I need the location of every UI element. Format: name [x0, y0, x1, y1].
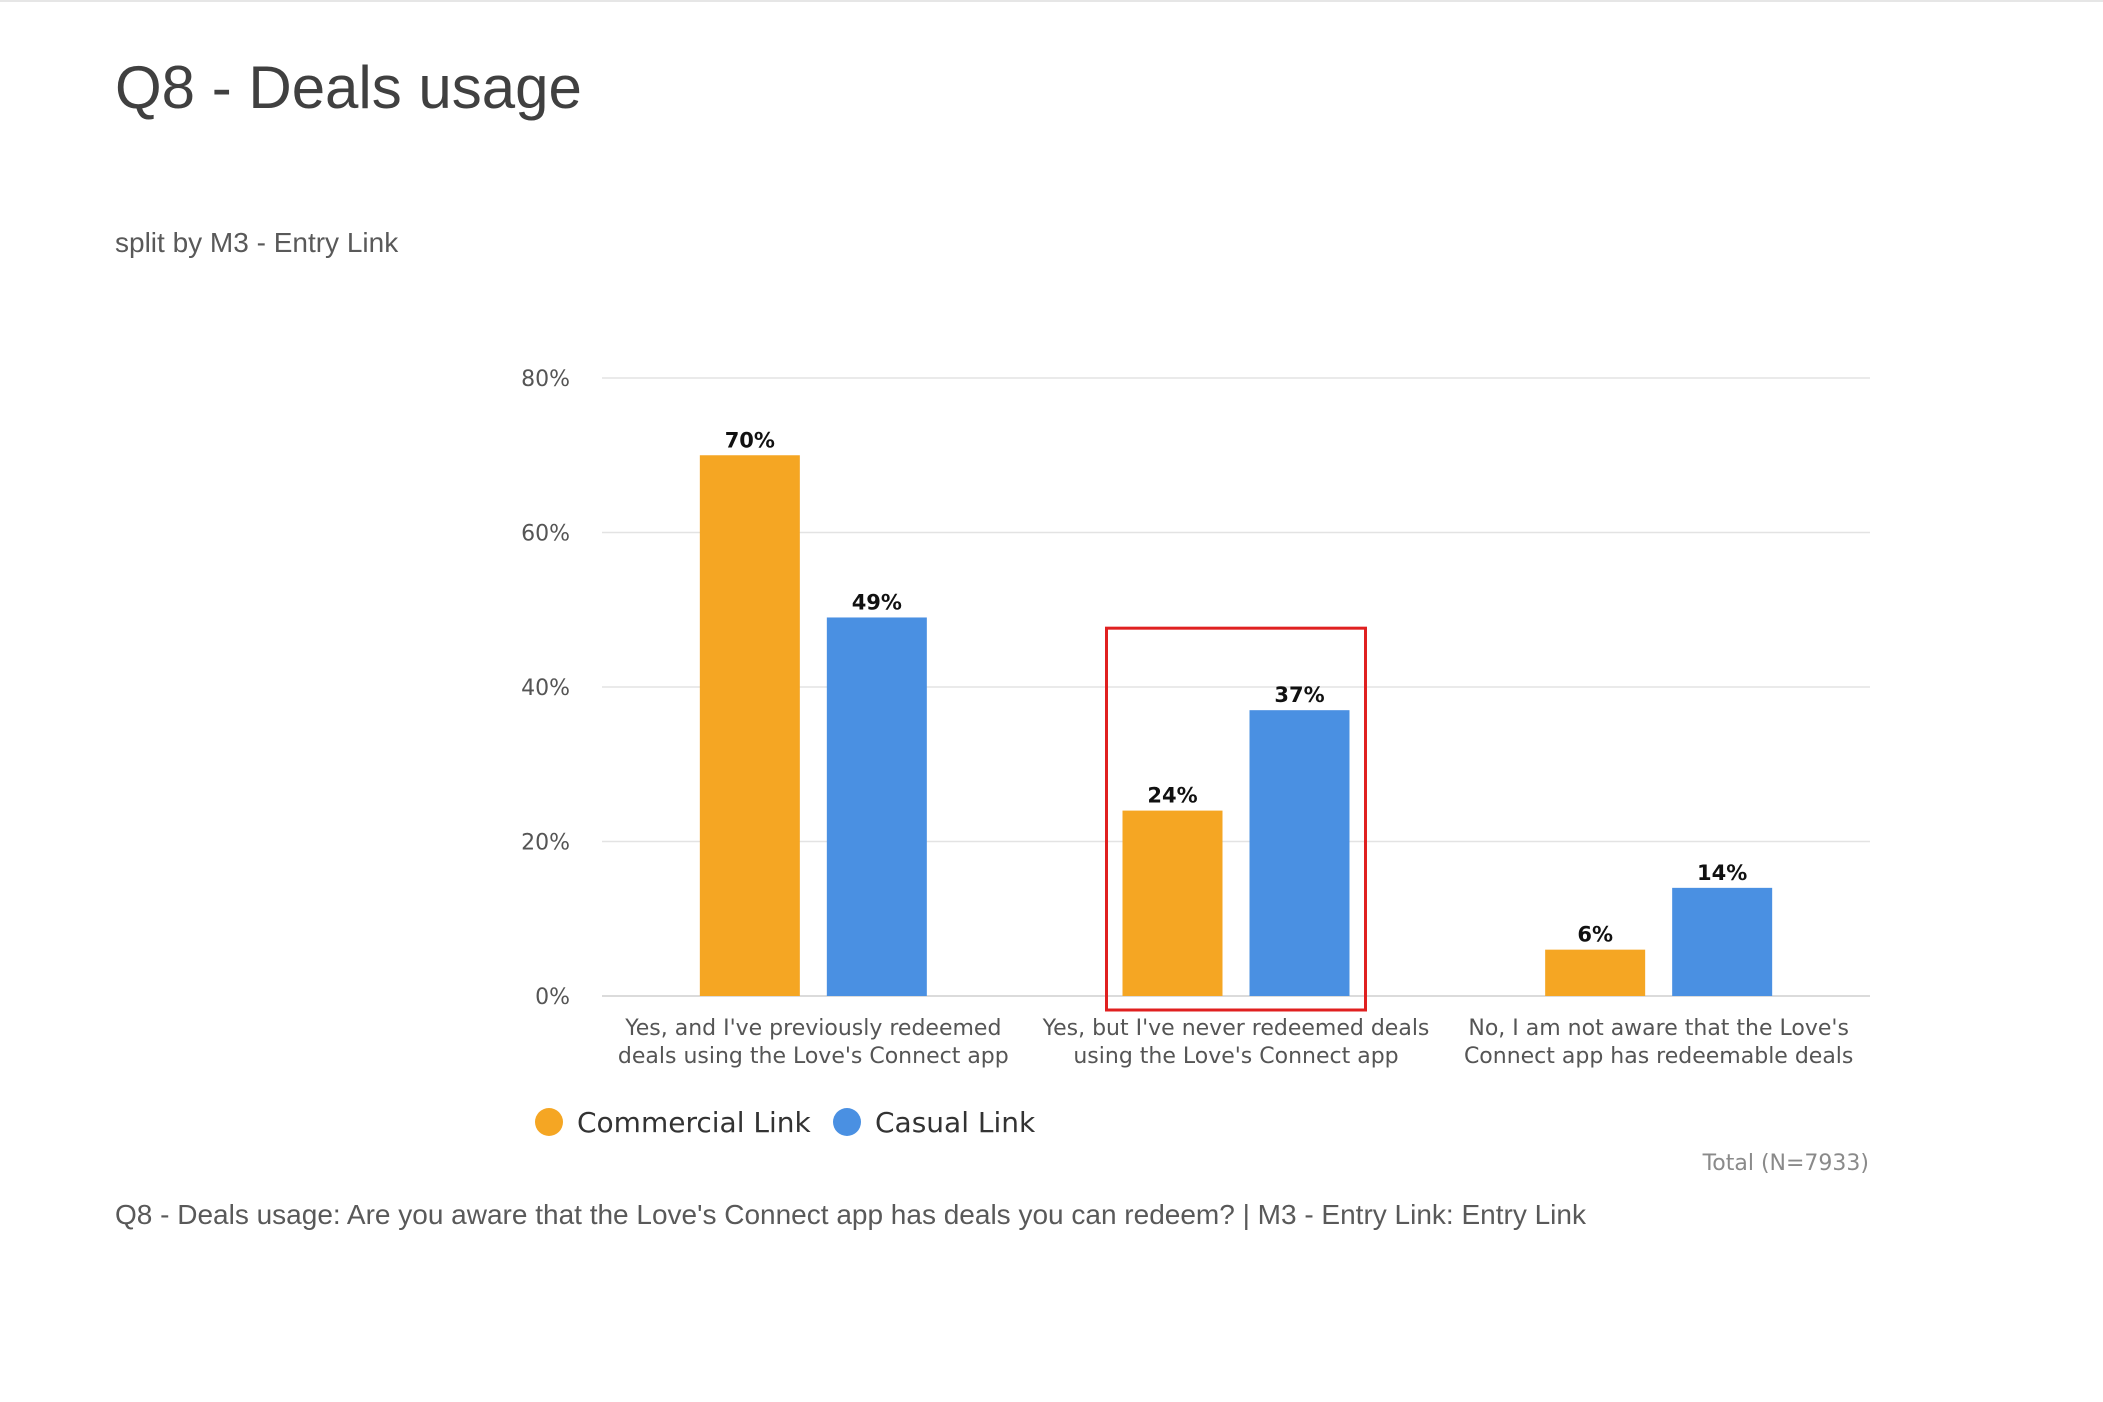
- bar: [1249, 710, 1350, 996]
- bar-value-label: 37%: [1274, 683, 1324, 707]
- bar-value-label: 24%: [1147, 784, 1197, 808]
- y-axis-ticks: 0% 20% 40% 60% 80%: [521, 367, 570, 1010]
- x-category-label: Yes, and I've previously redeemed: [624, 1016, 1001, 1041]
- y-tick-label: 80%: [521, 367, 570, 392]
- legend-label: Commercial Link: [577, 1106, 811, 1139]
- x-category-label: No, I am not aware that the Love's: [1468, 1016, 1849, 1041]
- x-category-label: deals using the Love's Connect app: [618, 1044, 1009, 1069]
- legend: Commercial Link Casual Link: [535, 1106, 1036, 1139]
- gridlines: [602, 377, 1870, 997]
- legend-swatch: [833, 1108, 861, 1136]
- y-tick-label: 60%: [521, 522, 570, 547]
- legend-item: Commercial Link: [535, 1106, 811, 1139]
- bar: [826, 617, 927, 996]
- legend-item: Casual Link: [833, 1106, 1036, 1139]
- y-tick-label: 40%: [521, 676, 570, 701]
- bar-value-label: 49%: [852, 590, 902, 614]
- legend-swatch: [535, 1108, 563, 1136]
- bar-value-label: 70%: [725, 428, 775, 452]
- top-divider: [0, 0, 2103, 2]
- page-title: Q8 - Deals usage: [115, 54, 582, 121]
- bars: [699, 455, 1773, 996]
- bar-value-label: 14%: [1697, 861, 1747, 885]
- highlight-box: [1105, 626, 1367, 1012]
- y-tick-label: 20%: [521, 831, 570, 856]
- y-tick-label: 0%: [535, 985, 570, 1010]
- x-axis-labels: Yes, and I've previously redeemed deals u…: [618, 1016, 1853, 1069]
- bar-value-label: 6%: [1577, 923, 1613, 947]
- total-sample-label: Total (N=7933): [1702, 1151, 1869, 1176]
- legend-label: Casual Link: [875, 1106, 1036, 1139]
- bar: [699, 455, 800, 996]
- highlight-layer: [1105, 626, 1367, 1012]
- data-labels: 70% 49% 24% 37% 6% 14%: [725, 428, 1748, 946]
- question-footnote: Q8 - Deals usage: Are you aware that the…: [115, 1199, 1586, 1230]
- bar: [1545, 949, 1646, 996]
- x-category-label: Connect app has redeemable deals: [1464, 1044, 1853, 1069]
- bar: [1122, 810, 1223, 996]
- chart-subtitle: split by M3 - Entry Link: [115, 227, 399, 258]
- x-category-label: using the Love's Connect app: [1073, 1044, 1398, 1069]
- x-category-label: Yes, but I've never redeemed deals: [1042, 1016, 1430, 1041]
- bar: [1672, 887, 1773, 996]
